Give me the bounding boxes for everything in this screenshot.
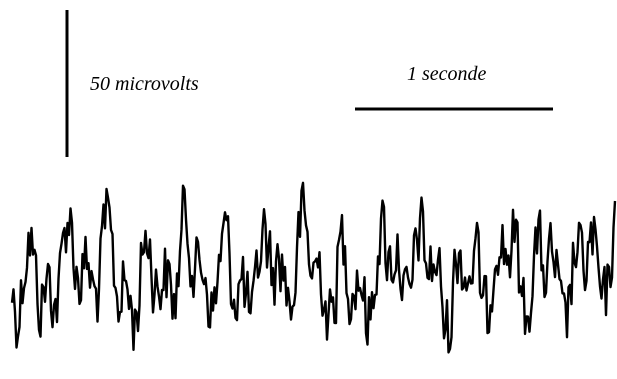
amplitude-label: 50 microvolts (90, 73, 199, 95)
eeg-trace (10, 181, 617, 354)
time-label: 1 seconde (407, 63, 487, 85)
